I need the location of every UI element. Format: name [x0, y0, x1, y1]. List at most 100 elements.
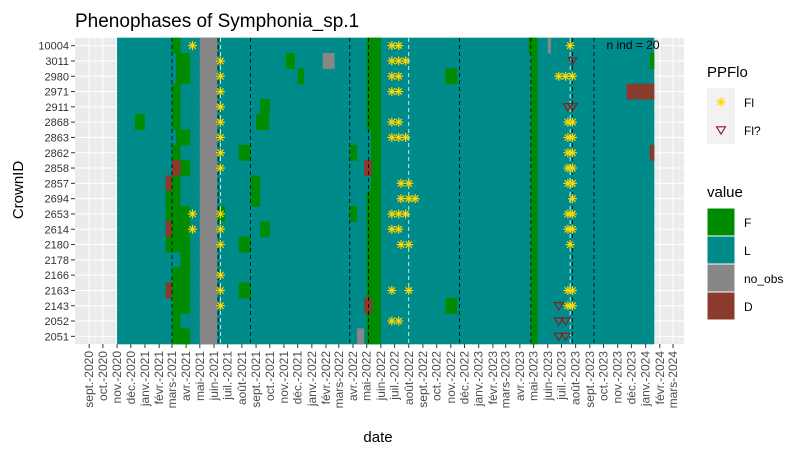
flowering-marker — [567, 301, 577, 311]
flowering-marker — [396, 240, 406, 250]
x-tick-label: févr.-2022 — [319, 351, 333, 405]
phenophase-tile-F — [349, 144, 358, 161]
x-tick-label: janv.-2021 — [138, 351, 152, 407]
legend-label: F — [744, 216, 751, 230]
phenophase-tile-L — [117, 251, 655, 268]
legend-swatch — [706, 263, 736, 293]
flowering-marker — [401, 209, 411, 219]
phenophase-tile-no-obs — [199, 37, 218, 54]
phenophase-tile-F — [238, 144, 251, 161]
y-tick-label: 2858 — [45, 163, 69, 175]
x-tick-label: avr.-2023 — [513, 351, 527, 401]
phenophase-tile-F — [171, 267, 191, 284]
legend-key-background — [707, 116, 735, 144]
phenophase-tile-F — [366, 221, 381, 238]
phenophase-tile-no-obs — [199, 190, 218, 207]
y-tick-label: 2166 — [45, 270, 69, 282]
flowering-marker — [567, 71, 577, 81]
flowering-marker — [567, 194, 577, 204]
phenophase-tile-F — [176, 53, 191, 69]
phenophase-tile-F — [366, 98, 381, 115]
phenophase-tile-F — [260, 221, 270, 238]
phenophase-tile-F — [250, 190, 261, 207]
phenophase-tile-D — [649, 144, 655, 161]
flowering-marker — [387, 41, 397, 51]
phenophase-tile-L — [117, 297, 655, 314]
phenophase-tile-F — [530, 328, 538, 345]
y-tick-label: 2052 — [45, 316, 69, 328]
x-tick-label: janv.-2023 — [472, 351, 486, 407]
x-tick-label: déc.-2020 — [124, 351, 138, 405]
flowering-marker — [215, 87, 225, 97]
phenophase-tile-F — [366, 190, 381, 207]
phenophase-tile-F — [371, 160, 381, 176]
y-tick-label: 2180 — [45, 240, 69, 252]
x-tick-label: déc.-2021 — [291, 351, 305, 405]
y-tick-label: 2971 — [45, 87, 69, 99]
x-tick-label: oct.-2023 — [597, 351, 611, 401]
y-tick-label: 2051 — [45, 331, 69, 343]
y-tick-label: 3011 — [45, 56, 69, 68]
x-tick-label: juin-2023 — [541, 351, 555, 402]
phenophase-tile-L — [117, 144, 655, 161]
phenophase-tile-F — [134, 114, 145, 131]
x-tick-label: nov.-2021 — [277, 351, 291, 404]
x-tick-label: avr.-2022 — [346, 351, 360, 401]
phenophase-tile-F — [366, 83, 381, 100]
phenophase-tile-F — [530, 221, 538, 238]
phenophase-tile-no-obs — [199, 160, 218, 176]
x-tick-label: août-2022 — [402, 351, 416, 405]
x-tick-label: mars-2023 — [499, 351, 513, 409]
flowering-uncertain-marker — [560, 332, 572, 342]
x-tick-label: nov.-2020 — [110, 351, 124, 404]
y-tick-label: 2863 — [45, 132, 69, 144]
flowering-marker — [404, 178, 414, 188]
phenophase-tile-no-obs — [199, 297, 218, 314]
phenophase-tile-F — [370, 144, 381, 161]
phenophase-tile-F — [530, 144, 538, 161]
phenophase-tile-F — [171, 144, 181, 161]
phenophase-tile-L — [117, 221, 655, 238]
legend-label: D — [744, 300, 753, 314]
phenophase-tile-L — [117, 282, 655, 299]
y-tick-label: 2178 — [45, 255, 69, 267]
x-tick-label: juil.-2023 — [554, 351, 568, 401]
phenophase-tile-F — [530, 313, 538, 329]
phenophase-tile-D — [165, 282, 172, 299]
phenophase-tile-F — [165, 236, 191, 253]
phenophase-tile-F — [530, 98, 538, 115]
phenophase-tile-D — [171, 160, 181, 176]
legend-label: L — [744, 244, 751, 258]
phenophase-tile-F — [530, 267, 538, 284]
flowering-marker — [215, 270, 225, 280]
phenophase-tile-L — [117, 68, 655, 85]
flowering-marker — [394, 117, 404, 127]
x-tick-label: mai-2023 — [527, 351, 541, 401]
phenophase-tile-D — [165, 175, 172, 192]
flowering-marker — [215, 209, 225, 219]
phenophase-tile-D — [165, 221, 172, 238]
flowering-marker — [410, 194, 420, 204]
phenophase-tile-L — [117, 236, 655, 253]
phenophase-tile-F — [297, 68, 305, 85]
phenophase-tile-F — [530, 68, 538, 85]
phenophase-tile-L — [117, 328, 655, 345]
x-tick-label: sept.-2021 — [249, 351, 263, 408]
y-tick-label: 2143 — [45, 301, 69, 313]
phenophase-tile-F — [171, 313, 181, 329]
phenophase-tile-F — [171, 175, 181, 192]
phenophase-tile-F — [171, 37, 181, 54]
flowering-marker — [394, 71, 404, 81]
flowering-marker — [401, 132, 411, 142]
flowering-uncertain-marker — [553, 302, 565, 311]
phenophase-tile-no-obs — [547, 37, 551, 54]
phenophase-tile-L — [117, 129, 655, 146]
phenophase-tile-F — [285, 53, 295, 69]
legend-swatch — [706, 291, 736, 321]
flowering-marker — [404, 285, 414, 295]
x-tick-label: mars-2024 — [666, 351, 680, 409]
flowering-marker — [394, 41, 404, 51]
phenophase-tile-F — [176, 129, 191, 146]
flowering-marker — [215, 117, 225, 127]
phenophase-tile-F — [530, 190, 538, 207]
